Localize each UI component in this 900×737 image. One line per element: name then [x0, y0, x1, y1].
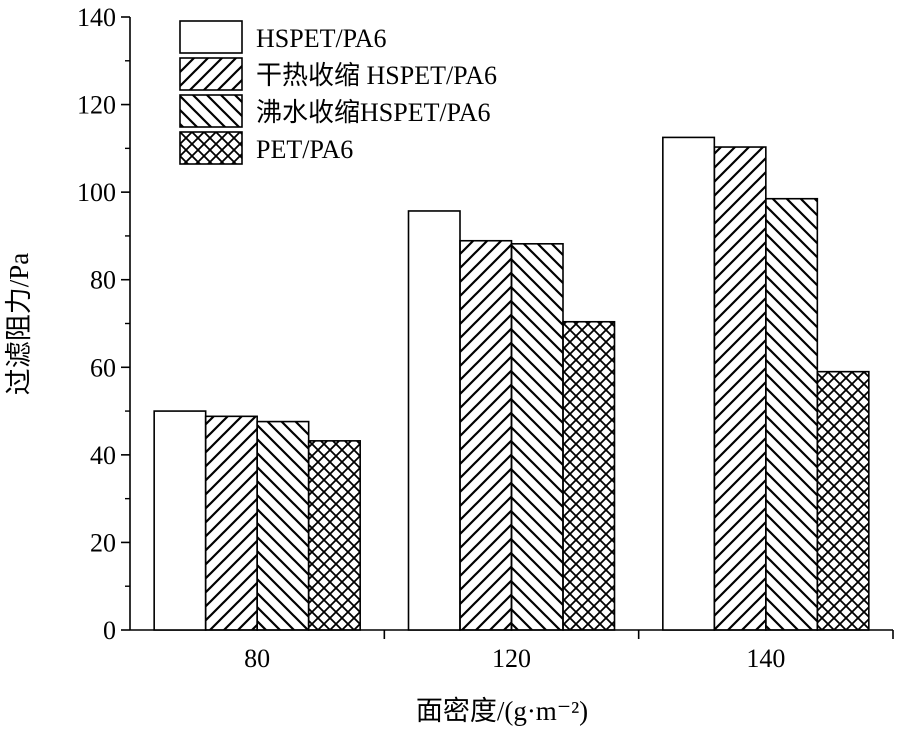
legend-swatch [179, 57, 243, 91]
bar [307, 440, 361, 631]
bar [765, 197, 819, 631]
bar [662, 136, 716, 631]
y-tick-label: 80 [90, 266, 116, 295]
bar [204, 415, 258, 631]
x-tick-label: 140 [746, 644, 785, 673]
y-tick-label: 140 [77, 3, 116, 32]
bar [713, 146, 767, 631]
y-tick-label: 60 [90, 353, 116, 382]
y-tick-label: 100 [77, 178, 116, 207]
x-tick-label: 80 [244, 644, 270, 673]
y-tick-label: 20 [90, 528, 116, 557]
bar [562, 320, 616, 631]
bar [816, 370, 870, 631]
bar [407, 210, 461, 631]
y-tick-label: 40 [90, 441, 116, 470]
x-tick-label: 120 [492, 644, 531, 673]
legend-label: PET/PA6 [256, 135, 353, 164]
legend-label: 干热收缩 HSPET/PA6 [256, 61, 497, 90]
legend-swatch [179, 20, 243, 54]
y-tick-label: 0 [103, 616, 116, 645]
bar [256, 420, 310, 631]
legend-swatch [179, 94, 243, 128]
bar [459, 239, 513, 631]
legend-swatch [179, 131, 243, 165]
bar [510, 243, 564, 631]
x-axis-title: 面密度/(g·m⁻²) [416, 696, 588, 726]
bar [153, 410, 207, 631]
legend-label: HSPET/PA6 [256, 24, 387, 53]
y-tick-label: 120 [77, 91, 116, 120]
legend-label: 沸水收缩HSPET/PA6 [256, 98, 491, 127]
y-axis-title: 过滤阻力/Pa [4, 253, 34, 396]
